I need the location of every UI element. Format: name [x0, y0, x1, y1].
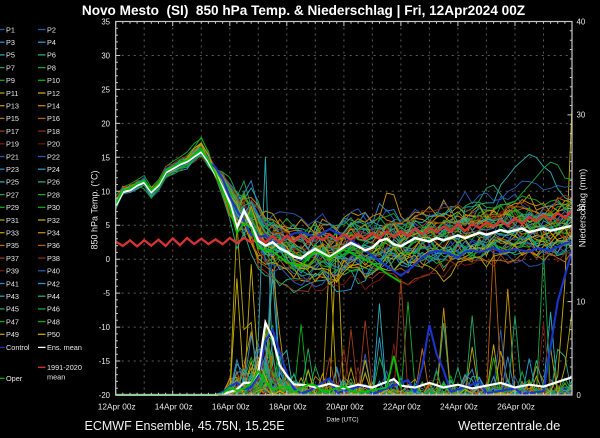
svg-text:P49: P49 [6, 330, 19, 339]
svg-text:P43: P43 [6, 292, 19, 301]
svg-text:P30: P30 [47, 203, 60, 212]
svg-text:20Apr 00z: 20Apr 00z [326, 401, 364, 411]
svg-text:12Apr 00z: 12Apr 00z [98, 401, 136, 411]
svg-text:30: 30 [577, 111, 586, 120]
svg-text:Control: Control [6, 343, 30, 352]
svg-text:0: 0 [106, 255, 111, 264]
svg-text:P17: P17 [6, 127, 19, 136]
svg-text:P3: P3 [6, 38, 15, 47]
svg-text:ECMWF Ensemble, 45.75N, 15.25E: ECMWF Ensemble, 45.75N, 15.25E [85, 419, 285, 433]
svg-text:P22: P22 [47, 152, 60, 161]
svg-text:P18: P18 [47, 127, 60, 136]
svg-text:Ens. mean: Ens. mean [47, 343, 82, 352]
svg-text:P13: P13 [6, 102, 19, 111]
svg-text:0: 0 [577, 391, 582, 400]
svg-text:P40: P40 [47, 267, 60, 276]
svg-text:P9: P9 [6, 76, 15, 85]
svg-text:P10: P10 [47, 76, 60, 85]
svg-text:Wetterzentrale.de: Wetterzentrale.de [458, 418, 560, 433]
svg-text:P41: P41 [6, 279, 19, 288]
svg-text:P1: P1 [6, 25, 15, 34]
svg-text:P4: P4 [47, 38, 56, 47]
svg-text:1991-2020: 1991-2020 [47, 363, 82, 372]
svg-text:P32: P32 [47, 216, 60, 225]
svg-text:5: 5 [106, 221, 111, 230]
svg-text:P16: P16 [47, 114, 60, 123]
svg-text:-20: -20 [99, 391, 111, 400]
svg-text:P42: P42 [47, 279, 60, 288]
svg-text:10: 10 [101, 187, 110, 196]
svg-text:20: 20 [101, 119, 110, 128]
svg-text:40: 40 [577, 17, 586, 26]
svg-text:P50: P50 [47, 330, 60, 339]
svg-text:Date (UTC): Date (UTC) [326, 417, 358, 424]
svg-text:P19: P19 [6, 140, 19, 149]
svg-text:24Apr 00z: 24Apr 00z [440, 401, 478, 411]
svg-text:850 hPa Temp. (°C): 850 hPa Temp. (°C) [90, 171, 100, 250]
svg-text:P14: P14 [47, 102, 60, 111]
svg-text:35: 35 [101, 18, 110, 27]
svg-text:16Apr 00z: 16Apr 00z [212, 401, 250, 411]
svg-text:P21: P21 [6, 152, 19, 161]
svg-text:P33: P33 [6, 229, 19, 238]
svg-text:P28: P28 [47, 190, 60, 199]
svg-text:P6: P6 [47, 51, 56, 60]
svg-text:P46: P46 [47, 305, 60, 314]
svg-text:15: 15 [101, 153, 110, 162]
svg-text:P44: P44 [47, 292, 60, 301]
svg-text:-5: -5 [103, 289, 111, 298]
svg-text:-15: -15 [99, 357, 111, 366]
svg-text:25: 25 [101, 85, 110, 94]
svg-text:30: 30 [101, 52, 110, 61]
svg-text:20: 20 [577, 204, 586, 213]
svg-text:Novo Mesto (SI) 850 hPa Temp: Novo Mesto (SI) 850 hPa Temp. & Niedersc… [82, 3, 525, 18]
svg-text:P23: P23 [6, 165, 19, 174]
svg-text:P5: P5 [6, 51, 15, 60]
svg-text:26Apr 00z: 26Apr 00z [497, 401, 535, 411]
svg-text:P48: P48 [47, 317, 60, 326]
svg-text:Oper: Oper [6, 374, 23, 383]
svg-text:P37: P37 [6, 254, 19, 263]
svg-text:Niederschlag (mm): Niederschlag (mm) [578, 169, 588, 248]
svg-text:P26: P26 [47, 178, 60, 187]
svg-text:P34: P34 [47, 229, 60, 238]
svg-text:P2: P2 [47, 25, 56, 34]
svg-text:22Apr 00z: 22Apr 00z [383, 401, 421, 411]
svg-text:P20: P20 [47, 140, 60, 149]
svg-text:P38: P38 [47, 254, 60, 263]
svg-text:P45: P45 [6, 305, 19, 314]
svg-text:18Apr 00z: 18Apr 00z [269, 401, 307, 411]
svg-text:P35: P35 [6, 241, 19, 250]
svg-text:P39: P39 [6, 267, 19, 276]
svg-text:-10: -10 [99, 323, 111, 332]
svg-text:P25: P25 [6, 178, 19, 187]
svg-text:P7: P7 [6, 63, 15, 72]
svg-text:P36: P36 [47, 241, 60, 250]
svg-text:P47: P47 [6, 317, 19, 326]
svg-text:P12: P12 [47, 89, 60, 98]
svg-text:P27: P27 [6, 190, 19, 199]
svg-text:P24: P24 [47, 165, 60, 174]
svg-text:P29: P29 [6, 203, 19, 212]
svg-text:P15: P15 [6, 114, 19, 123]
svg-text:14Apr 00z: 14Apr 00z [155, 401, 193, 411]
svg-text:mean: mean [47, 373, 65, 382]
svg-text:P31: P31 [6, 216, 19, 225]
svg-text:10: 10 [577, 297, 586, 306]
svg-text:P8: P8 [47, 63, 56, 72]
svg-text:P11: P11 [6, 89, 18, 98]
